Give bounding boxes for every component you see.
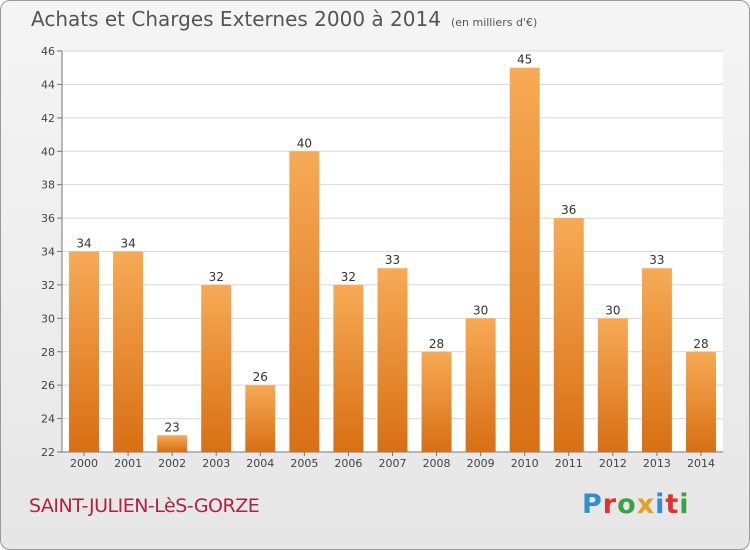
y-tick-label: 24 xyxy=(41,413,55,426)
data-label: 36 xyxy=(561,203,576,217)
y-tick-label: 28 xyxy=(41,346,55,359)
bar xyxy=(685,351,716,452)
logo-letter: i xyxy=(679,489,690,520)
y-tick-label: 40 xyxy=(41,145,55,158)
data-label: 32 xyxy=(209,270,224,284)
x-tick-label: 2010 xyxy=(511,457,539,470)
bar xyxy=(377,268,408,452)
logo-letter: r xyxy=(602,489,618,520)
logo-letter: P xyxy=(582,489,603,520)
bar xyxy=(597,318,628,452)
y-tick-label: 38 xyxy=(41,179,55,192)
x-tick-label: 2006 xyxy=(334,457,362,470)
x-tick-label: 2012 xyxy=(599,457,627,470)
bar xyxy=(245,385,276,452)
data-label: 33 xyxy=(649,253,664,267)
bar xyxy=(157,435,188,452)
bar xyxy=(201,284,232,452)
bar xyxy=(113,251,144,452)
x-tick-label: 2014 xyxy=(687,457,715,470)
chart-title-text: Achats et Charges Externes 2000 à 2014 xyxy=(31,7,441,31)
bar xyxy=(641,268,672,452)
bar xyxy=(421,351,452,452)
bar xyxy=(333,284,364,452)
data-label: 28 xyxy=(429,337,444,351)
x-tick-label: 2011 xyxy=(555,457,583,470)
x-tick-label: 2009 xyxy=(467,457,495,470)
data-label: 23 xyxy=(165,420,180,434)
bar xyxy=(289,151,320,452)
logo-letter: x xyxy=(636,489,656,520)
data-label: 34 xyxy=(76,237,91,251)
bar xyxy=(553,218,584,452)
logo-letter: t xyxy=(665,489,680,520)
proxiti-logo: Proxiti xyxy=(582,489,690,520)
y-tick-label: 36 xyxy=(41,212,55,225)
x-tick-label: 2005 xyxy=(290,457,318,470)
logo-letter: i xyxy=(655,489,666,520)
commune-name: SAINT-JULIEN-LèS-GORZE xyxy=(29,495,260,517)
y-tick-label: 22 xyxy=(41,446,55,459)
y-tick-label: 26 xyxy=(41,379,55,392)
bar xyxy=(69,251,100,452)
x-tick-label: 2007 xyxy=(379,457,407,470)
data-label: 33 xyxy=(385,253,400,267)
y-tick-label: 46 xyxy=(41,45,55,58)
data-label: 30 xyxy=(473,303,488,317)
data-label: 26 xyxy=(253,370,268,384)
data-label: 34 xyxy=(120,237,135,251)
bar xyxy=(509,67,540,452)
data-label: 45 xyxy=(517,53,532,67)
data-label: 40 xyxy=(297,136,312,150)
y-tick-label: 32 xyxy=(41,279,55,292)
x-tick-label: 2000 xyxy=(70,457,98,470)
data-label: 32 xyxy=(341,270,356,284)
y-tick-label: 44 xyxy=(41,78,55,91)
x-tick-label: 2013 xyxy=(643,457,671,470)
bar xyxy=(465,318,496,452)
x-tick-label: 2008 xyxy=(423,457,451,470)
y-tick-label: 34 xyxy=(41,246,55,259)
logo-letter: o xyxy=(617,489,637,520)
x-tick-label: 2002 xyxy=(158,457,186,470)
x-tick-label: 2003 xyxy=(202,457,230,470)
data-label: 28 xyxy=(693,337,708,351)
x-tick-label: 2001 xyxy=(114,457,142,470)
x-tick-label: 2004 xyxy=(246,457,274,470)
data-label: 30 xyxy=(605,303,620,317)
chart-subtitle: (en milliers d'€) xyxy=(450,16,538,29)
y-tick-label: 30 xyxy=(41,312,55,325)
chart-title: Achats et Charges Externes 2000 à 2014 (e… xyxy=(31,7,537,31)
y-tick-label: 42 xyxy=(41,112,55,125)
